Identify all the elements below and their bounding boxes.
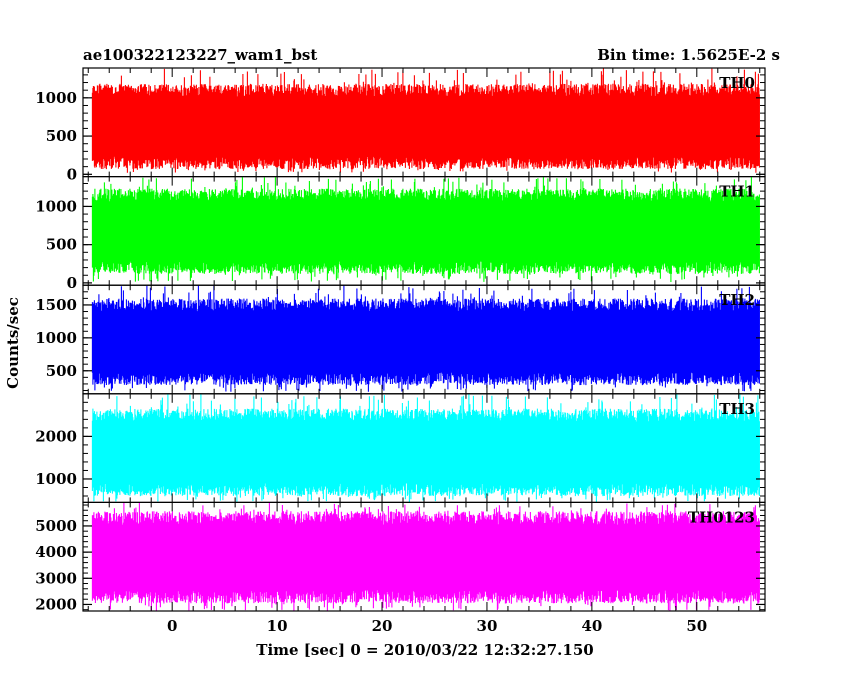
y-tick-label: 500	[46, 236, 77, 254]
y-tick-label: 3000	[35, 569, 77, 587]
series-th1	[91, 176, 760, 282]
y-tick-label: 5000	[35, 517, 77, 535]
y-tick-label: 0	[67, 274, 77, 292]
series-th2	[91, 285, 760, 392]
bin-time-label: Bin time: 1.5625E-2 s	[597, 46, 780, 64]
y-tick-label: 500	[46, 362, 77, 380]
x-axis-label: Time [sec] 0 = 2010/03/22 12:32:27.150	[256, 641, 593, 659]
panel-th2: 500 1000 1500 TH2	[35, 284, 766, 395]
y-tick-label: 2000	[35, 595, 77, 613]
panel-label: TH0123	[688, 508, 755, 526]
y-tick-label: 1500	[35, 296, 77, 314]
y-tick-label: 1000	[35, 197, 77, 215]
panel-label: TH1	[719, 183, 755, 201]
panel-th1: 0 500 1000 TH1	[35, 176, 766, 292]
y-tick-label: 0	[67, 165, 77, 183]
y-tick-label: 1000	[35, 329, 77, 347]
panel-th3: 1000 2000 TH3	[35, 393, 766, 503]
y-tick-label: 500	[46, 127, 77, 145]
y-tick-label: 1000	[35, 470, 77, 488]
series-th3	[91, 394, 760, 503]
y-axis-label: Counts/sec	[4, 297, 22, 389]
x-tick-label: 40	[581, 617, 602, 635]
x-tick-label: 10	[267, 617, 288, 635]
x-tick-label: 50	[686, 617, 707, 635]
y-tick-label: 4000	[35, 543, 77, 561]
panel-label: TH0	[719, 74, 755, 92]
x-tick-label: 0	[167, 617, 177, 635]
panel-th0123: 2000 3000 4000 5000 TH0123	[35, 501, 766, 613]
y-tick-label: 1000	[35, 89, 77, 107]
series-th0123	[91, 502, 760, 611]
x-tick-label: 30	[477, 617, 498, 635]
y-tick-label: 2000	[35, 427, 77, 445]
panel-th0: 0 500 1000 TH0	[35, 67, 766, 183]
chart-title: ae100322123227_wam1_bst	[83, 46, 317, 64]
panel-label: TH3	[719, 400, 755, 418]
series-th0	[91, 68, 760, 173]
panel-label: TH2	[719, 291, 755, 309]
x-tick-label: 20	[372, 617, 393, 635]
